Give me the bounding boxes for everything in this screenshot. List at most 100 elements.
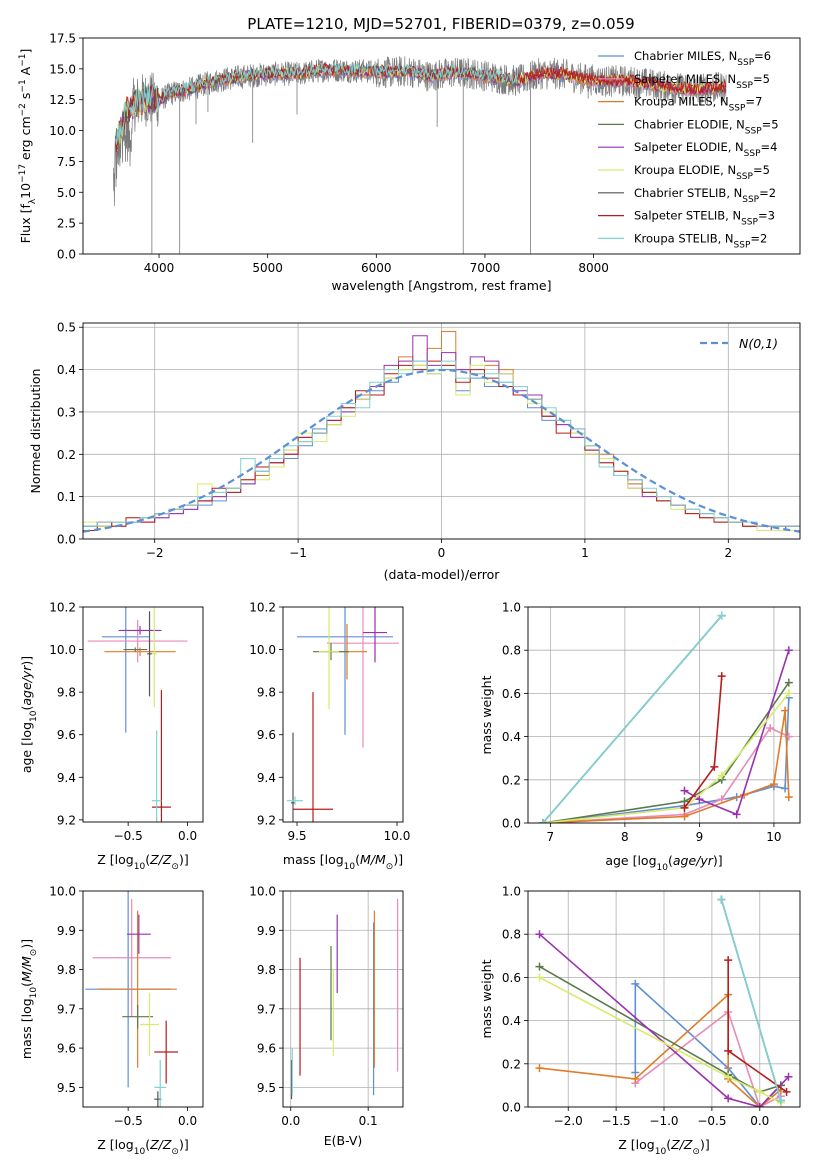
x-axis-label-part: mass [log (283, 852, 344, 867)
y-tick-label: 9.4 (57, 771, 76, 785)
z-mass-axes: −0.5 0.09.59.69.79.89.910.0Z [log10(Z/Z⊙)… (19, 885, 204, 1157)
y-tick-label: 15.0 (49, 62, 76, 76)
x-axis-label-part: M/M (360, 852, 386, 867)
legend-nssp-value: 5 (763, 163, 770, 177)
legend-model-name: Salpeter MILES (634, 72, 720, 86)
legend-model-name: Kroupa STELIB (634, 231, 718, 245)
weight-line (539, 992, 782, 1107)
weight-marker (724, 956, 733, 965)
legend-n-sub: SSP (734, 240, 751, 250)
y-tick-label: 9.9 (57, 924, 76, 938)
x-tick-label: 0 (438, 546, 446, 560)
errorbar-kroupa-stelib (287, 796, 303, 805)
legend-eq: = (759, 186, 769, 200)
legend-n-sub: SSP (742, 195, 759, 205)
y-tick-label: 0.6 (502, 971, 521, 985)
grid (528, 890, 800, 1108)
y-axis-label-part: Flux [f (18, 204, 33, 244)
y-tick-label: 10.2 (49, 601, 76, 615)
y-axis-label-part: −17 (18, 164, 28, 183)
weight-marker (695, 795, 704, 804)
plot-area (538, 611, 793, 823)
axes-frame (527, 606, 801, 824)
weight-line (720, 899, 782, 1101)
x-axis-label-part: ( (666, 1137, 671, 1152)
y-axis-label: age [log10(age/yr)] (19, 656, 39, 773)
legend-entry: Chabrier STELIB, NSSP=2 (634, 186, 776, 205)
weight-line (542, 692, 790, 823)
weight-series-kroupa-stelib (538, 611, 726, 823)
x-axis-label-part: 10 (134, 862, 146, 872)
weight-marker (724, 1072, 733, 1081)
y-tick-label: 10.0 (49, 643, 76, 657)
x-tick-label: −0.5 (114, 1114, 143, 1128)
legend-n: , N (729, 117, 745, 131)
weight-line (542, 710, 790, 823)
weight-line (539, 965, 782, 1093)
plot-area (113, 55, 727, 254)
axes-frame (82, 37, 801, 255)
x-axis-label: Z [log10(Z/Z⊙)] (618, 1137, 709, 1157)
weight-marker (784, 1072, 793, 1081)
weight-series-chabrier-miles (538, 693, 793, 823)
x-tick-label: 0.1 (359, 1114, 378, 1128)
y-axis-label-part: )] (19, 939, 34, 949)
legend-n-sub: SSP (741, 218, 758, 228)
x-axis-label-part: ⊙ (386, 862, 394, 872)
weight-line (542, 697, 790, 823)
x-tick-label: −2.0 (554, 1114, 583, 1128)
legend-model-name: Kroupa ELODIE (634, 163, 720, 177)
weight-line (684, 649, 790, 816)
y-tick-label: 9.4 (257, 771, 276, 785)
legend-n: , N (725, 209, 741, 223)
weight-marker (766, 723, 775, 732)
x-axis-label-part: age/yr (673, 853, 714, 868)
spectrum-axes: 4000 5000 6000 7000 8000 0.0 2.5 5.0 7.5 10.0 12.5… (18, 32, 801, 293)
weight-series-salpeter-miles (631, 1007, 785, 1107)
plot-area (87, 607, 188, 822)
model-spectrum-kroupa-stelib (115, 61, 518, 145)
x-axis-label-part: wavelength [Angstrom, rest frame] (331, 278, 551, 293)
weight-marker (784, 646, 793, 655)
y-tick-label: 12.5 (49, 93, 76, 107)
weight-marker (724, 1046, 733, 1055)
axes-frame (282, 890, 404, 1108)
y-tick-label: 2.5 (57, 217, 76, 231)
errorbar-kroupa-miles (104, 647, 176, 656)
x-tick-label: 4000 (144, 261, 175, 275)
legend-entry: Salpeter ELODIE, NSSP=4 (634, 140, 777, 159)
x-axis-label-part: Z [log (618, 1137, 654, 1152)
errorbar-chabrier-miles (102, 607, 150, 733)
x-axis-label-part: ⊙ (692, 1147, 700, 1157)
y-tick-label: 0.5 (57, 321, 76, 335)
y-axis-label-part: 10 (29, 987, 39, 999)
x-axis-label: (data-model)/error (384, 567, 501, 582)
legend-label: N(0,1) (739, 336, 778, 351)
weight-marker (717, 771, 726, 780)
y-tick-label: 5.0 (57, 186, 76, 200)
x-tick-label: 0.0 (281, 1114, 300, 1128)
errorbar-chabrier-stelib (291, 732, 295, 822)
weight-marker (755, 1087, 764, 1096)
x-tick-label: −1.0 (649, 1114, 678, 1128)
x-tick-label: 2 (724, 546, 732, 560)
legend-n: , N (713, 95, 729, 109)
x-axis-label-part: (data-model)/error (384, 567, 501, 582)
errorbar-kroupa-miles (98, 910, 177, 1068)
legend-nssp-value: 2 (760, 231, 767, 245)
x-axis-label-part: )] (700, 1137, 710, 1152)
y-tick-label: 9.8 (57, 686, 76, 700)
legend-eq: = (745, 95, 755, 109)
weight-marker (781, 706, 790, 715)
model-spectrum-chabrier-stelib (115, 63, 518, 147)
y-tick-label: 1.0 (502, 601, 521, 615)
errorbar-salpeter-miles (87, 619, 188, 663)
plot-area (83, 331, 800, 533)
legend-n: , N (721, 49, 737, 63)
x-tick-label: −1 (289, 546, 307, 560)
y-axis-label-part: A (18, 66, 33, 79)
ebv-mass-axes: 0.0 0.1 9.5 9.6 9.7 9.8 9.9 10.0 E(B-V) (249, 885, 404, 1148)
errorbar-salpeter-stelib (154, 1020, 179, 1084)
x-axis-label: E(B-V) (324, 1133, 363, 1148)
